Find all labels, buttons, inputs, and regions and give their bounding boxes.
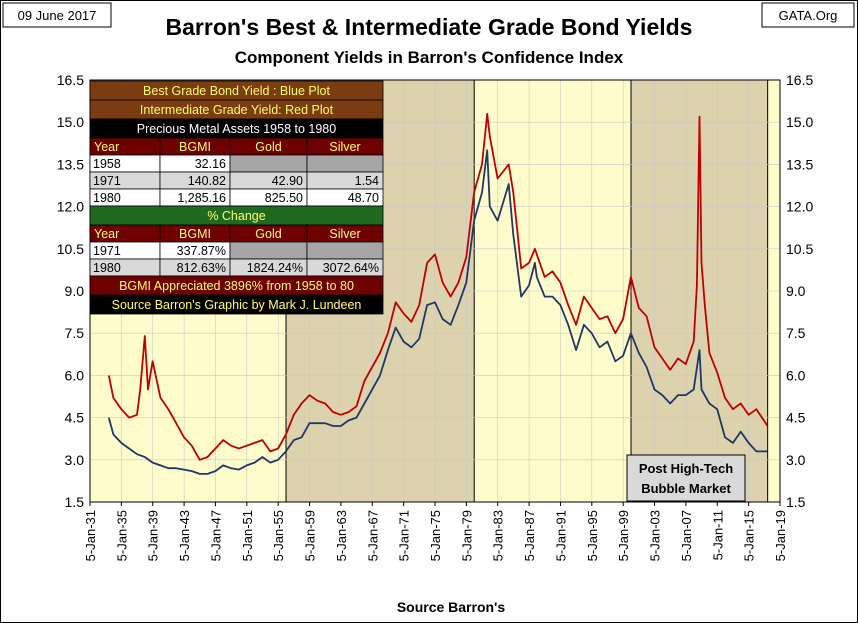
- y-tick-label-left: 10.5: [57, 241, 84, 257]
- x-tick-label: 5-Jan-51: [240, 510, 255, 561]
- table-value: 1971: [93, 174, 121, 188]
- annotation-line-1: Post High-Tech: [639, 461, 733, 476]
- x-tick-label: 5-Jan-59: [303, 510, 318, 561]
- table-value: 1,285.16: [177, 191, 226, 205]
- legend-intermediate-grade: Intermediate Grade Yield: Red Plot: [140, 103, 334, 117]
- x-tick-label: 5-Jan-43: [177, 510, 192, 561]
- pct-header: Year: [94, 227, 119, 241]
- y-tick-label-left: 13.5: [57, 156, 84, 172]
- pct-change-title: % Change: [207, 209, 265, 223]
- brand-box: [761, 2, 855, 28]
- y-tick-label-right: 15.0: [786, 114, 813, 130]
- y-tick-label-right: 10.5: [786, 241, 813, 257]
- y-tick-label-right: 4.5: [786, 410, 806, 426]
- x-tick-label: 5-Jan-19: [773, 510, 788, 561]
- x-tick-label: 5-Jan-87: [522, 510, 537, 561]
- pct-value-cell: [306, 241, 384, 260]
- table-value: 140.82: [188, 174, 226, 188]
- brand-label: GATA.Org: [779, 8, 838, 23]
- x-tick-label: 5-Jan-35: [114, 510, 129, 561]
- y-tick-label-left: 9.0: [65, 283, 85, 299]
- x-tick-label: 5-Jan-95: [585, 510, 600, 561]
- pct-value-cell: [229, 241, 308, 260]
- y-tick-label-right: 7.5: [786, 325, 806, 341]
- x-tick-label: 5-Jan-83: [491, 510, 506, 561]
- y-tick-label-left: 12.0: [57, 199, 84, 215]
- annotation-box: [626, 454, 746, 502]
- y-tick-label-left: 15.0: [57, 114, 84, 130]
- x-tick-label: 5-Jan-47: [208, 510, 223, 561]
- table-value: 1980: [93, 191, 121, 205]
- table-value: 32.16: [195, 157, 226, 171]
- x-tick-label: 5-Jan-99: [616, 510, 631, 561]
- x-tick-label: 5-Jan-71: [397, 510, 412, 561]
- table-header: BGMI: [179, 140, 211, 154]
- y-tick-label-right: 1.5: [786, 494, 806, 510]
- table-footer-source-row: [89, 294, 384, 315]
- y-tick-label-right: 12.0: [786, 199, 813, 215]
- table-value: 1958: [93, 157, 121, 171]
- x-tick-label: 5-Jan-11: [710, 510, 725, 560]
- table-title: Precious Metal Assets 1958 to 1980: [137, 122, 336, 136]
- table-header: Silver: [329, 140, 360, 154]
- date-box: [2, 2, 112, 28]
- x-tick-label: 5-Jan-39: [146, 510, 161, 561]
- pct-header: BGMI: [179, 227, 211, 241]
- table-value: 42.90: [272, 174, 303, 188]
- y-tick-label-right: 9.0: [786, 283, 806, 299]
- y-tick-label-right: 13.5: [786, 156, 813, 172]
- pct-value: 3072.64%: [323, 261, 379, 275]
- x-tick-label: 5-Jan-55: [271, 510, 286, 561]
- intermediate-grade-yield-line: [107, 112, 769, 461]
- y-tick-label-left: 1.5: [65, 494, 85, 510]
- pct-header: Silver: [329, 227, 360, 241]
- y-tick-label-left: 6.0: [65, 367, 85, 383]
- table-footer-source: Source Barron's Graphic by Mark J. Lunde…: [112, 298, 362, 312]
- best-grade-yield-line: [107, 149, 768, 475]
- y-tick-label-right: 6.0: [786, 367, 806, 383]
- y-tick-label-right: 3.0: [786, 452, 806, 468]
- x-tick-label: 5-Jan-67: [365, 510, 380, 561]
- table-header: Year: [94, 140, 119, 154]
- pct-value: 337.87%: [177, 244, 226, 258]
- pct-value: 812.63%: [177, 261, 226, 275]
- x-tick-label: 5-Jan-03: [648, 510, 663, 561]
- table-value: 825.50: [265, 191, 303, 205]
- x-tick-label: 5-Jan-75: [428, 510, 443, 561]
- x-tick-label: 5-Jan-91: [553, 510, 568, 561]
- pct-value: 1980: [93, 261, 121, 275]
- annotation-line-2: Bubble Market: [641, 481, 731, 496]
- pct-header: Gold: [255, 227, 281, 241]
- pct-value: 1824.24%: [247, 261, 303, 275]
- chart-subtitle: Component Yields in Barron's Confidence …: [235, 48, 624, 67]
- x-tick-label: 5-Jan-07: [679, 510, 694, 561]
- y-tick-label-left: 7.5: [65, 325, 85, 341]
- table-value: 48.70: [348, 191, 379, 205]
- pct-value: 1971: [93, 244, 121, 258]
- x-tick-label: 5-Jan-31: [83, 510, 98, 561]
- y-tick-label-left: 16.5: [57, 72, 84, 88]
- table-header: Gold: [255, 140, 281, 154]
- table-value-cell: [229, 154, 308, 173]
- table-footer-appreciation: BGMI Appreciated 3896% from 1958 to 80: [119, 279, 354, 293]
- x-tick-label: 5-Jan-15: [742, 510, 757, 561]
- x-tick-label: 5-Jan-79: [459, 510, 474, 561]
- source-label: Source Barron's: [397, 599, 506, 615]
- x-tick-label: 5-Jan-63: [334, 510, 349, 561]
- y-tick-label-left: 3.0: [65, 452, 85, 468]
- y-tick-label-right: 16.5: [786, 72, 813, 88]
- table-value: 1.54: [355, 174, 379, 188]
- date-label: 09 June 2017: [18, 8, 97, 23]
- chart-title: Barron's Best & Intermediate Grade Bond …: [166, 14, 693, 40]
- table-value-cell: [306, 154, 384, 173]
- y-tick-label-left: 4.5: [65, 410, 85, 426]
- legend-best-grade: Best Grade Bond Yield : Blue Plot: [143, 84, 330, 98]
